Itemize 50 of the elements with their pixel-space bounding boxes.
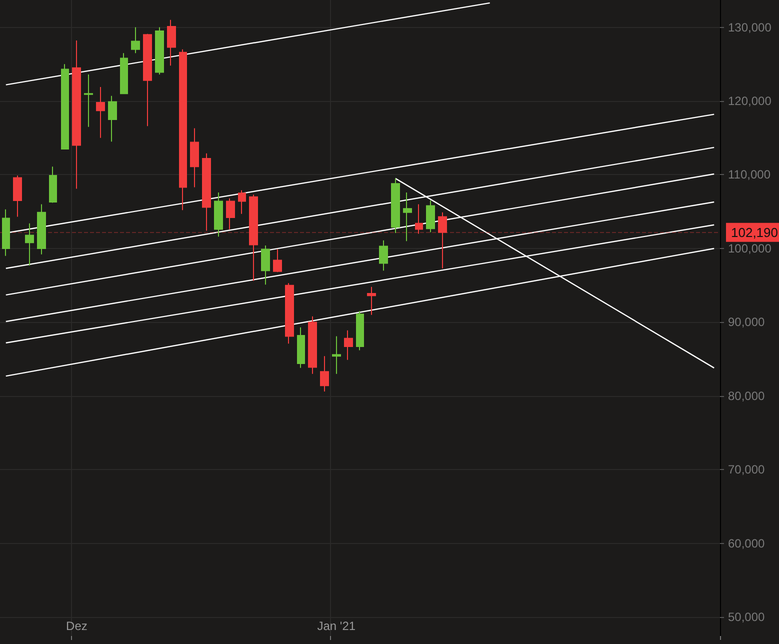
candlestick [426,200,435,233]
candlestick [285,282,294,344]
candlestick [249,194,258,282]
candlestick [261,245,270,286]
candlestick [379,240,388,272]
candlestick [332,336,341,374]
candlestick [308,316,317,374]
y-tick-label: 120,000 [728,94,772,108]
x-tick-label: Jan '21 [317,619,356,633]
candlestick [344,330,353,360]
candlestick [49,166,57,204]
candlestick [214,192,223,238]
candlestick [179,48,187,211]
candlestick [190,128,199,188]
candlestick [143,33,152,127]
candlestick [415,204,423,234]
y-tick-label: 60,000 [728,536,766,550]
candlestick [391,178,400,234]
y-tick-label: 80,000 [728,388,766,403]
candlestick [273,248,282,273]
candlestick [320,356,329,392]
candlestick [155,26,164,75]
candlestick [2,208,10,256]
candlestick [403,192,412,242]
x-tick-label: Dez [66,619,88,633]
candlestick [108,95,117,142]
candlestick [367,286,376,316]
candlestick [96,86,105,138]
candlestick [226,198,235,230]
candlestick [438,212,447,269]
ref-line-label: 102,190 [731,224,778,240]
y-tick-label: 90,000 [728,315,766,330]
candlestick [25,222,34,266]
candlestick [13,174,22,218]
y-tick-label: 70,000 [728,462,766,477]
candlestick [84,74,93,128]
candlestick [297,326,305,368]
y-tick-label: 130,000 [728,20,772,34]
candlestick [202,152,211,232]
candlestick [61,64,69,150]
candlestick [37,204,46,255]
candlestick [131,26,140,54]
y-tick-label: 100,000 [728,241,772,256]
candlestick [356,310,364,351]
candlestick [238,190,246,214]
y-tick-label: 50,000 [728,610,766,624]
candlestick [120,52,128,94]
candlestick [72,40,81,190]
candlestick [167,19,176,66]
y-tick-label: 110,000 [728,168,771,182]
